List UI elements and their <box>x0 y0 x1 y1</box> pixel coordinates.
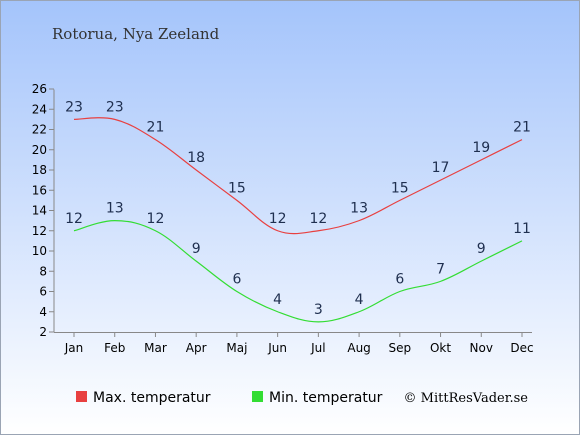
chart-title: Rotorua, Nya Zeeland <box>52 25 220 43</box>
max-temp-label: 21 <box>147 120 165 136</box>
y-tick-label: 10 <box>32 244 47 258</box>
y-tick-label: 24 <box>32 102 47 116</box>
y-tick-label: 12 <box>32 224 47 238</box>
x-tick-label: Jun <box>267 341 287 355</box>
x-tick-label: Maj <box>226 341 247 355</box>
min-temp-line <box>73 220 523 323</box>
series-lines <box>73 117 523 323</box>
x-tick-label: Jul <box>310 341 325 355</box>
x-tick-label: Sep <box>389 341 412 355</box>
x-tick-label: Jan <box>64 341 84 355</box>
min-temp-label: 7 <box>436 261 445 277</box>
legend-swatch-max <box>76 391 87 402</box>
credit-text: © MittResVader.se <box>404 391 529 406</box>
max-temp-label: 21 <box>513 120 531 136</box>
max-temp-label: 13 <box>350 201 368 217</box>
min-temp-label: 4 <box>273 292 282 308</box>
x-tick-label: Aug <box>347 341 370 355</box>
max-temp-label: 12 <box>269 211 287 227</box>
y-tick-label: 20 <box>32 143 47 157</box>
y-tick-label: 16 <box>32 183 47 197</box>
x-tick-label: Mar <box>144 341 167 355</box>
legend: Max. temperatur Min. temperatur <box>76 390 383 406</box>
min-temp-label: 9 <box>477 241 486 257</box>
min-temp-label: 13 <box>106 201 124 217</box>
x-tick-label: Okt <box>430 341 451 355</box>
max-temp-label: 17 <box>432 160 450 176</box>
min-temp-label: 9 <box>192 241 201 257</box>
y-tick-label: 8 <box>39 264 47 278</box>
y-tick-label: 22 <box>32 123 47 137</box>
min-temp-label: 6 <box>232 272 241 288</box>
min-temp-label: 11 <box>513 221 531 237</box>
max-temp-label: 19 <box>472 140 490 156</box>
y-tick-label: 6 <box>39 285 47 299</box>
x-tick-label: Feb <box>104 341 125 355</box>
max-temp-label: 23 <box>106 99 124 115</box>
min-temp-label: 4 <box>355 292 364 308</box>
y-tick-label: 4 <box>39 305 47 319</box>
max-temp-label: 15 <box>391 180 409 196</box>
min-temp-label: 3 <box>314 302 323 318</box>
min-temp-label: 12 <box>147 211 165 227</box>
max-temp-line <box>73 117 523 235</box>
max-temp-label: 15 <box>228 180 246 196</box>
y-tick-label: 26 <box>32 82 47 96</box>
max-temp-label: 18 <box>187 150 205 166</box>
max-temp-label: 23 <box>65 99 83 115</box>
min-temp-label: 6 <box>395 272 404 288</box>
y-tick-label: 18 <box>32 163 47 177</box>
x-tick-label: Dec <box>510 341 533 355</box>
min-temp-label: 12 <box>65 211 83 227</box>
x-ticks: Jan Feb Mar Apr Maj Jun Jul Aug Sep Okt Nov Dec <box>64 332 534 355</box>
data-labels: 23 23 21 18 15 12 12 13 15 17 19 21 12 13 12 9 6 4 3 4 6 7 9 11 <box>65 99 531 318</box>
x-tick-label: Apr <box>186 341 207 355</box>
x-tick-label: Nov <box>470 341 493 355</box>
legend-label-max: Max. temperatur <box>93 390 211 406</box>
max-temp-label: 12 <box>309 211 327 227</box>
y-tick-label: 14 <box>32 204 47 218</box>
legend-swatch-min <box>252 391 263 402</box>
y-tick-label: 2 <box>39 325 47 339</box>
legend-label-min: Min. temperatur <box>269 390 383 406</box>
